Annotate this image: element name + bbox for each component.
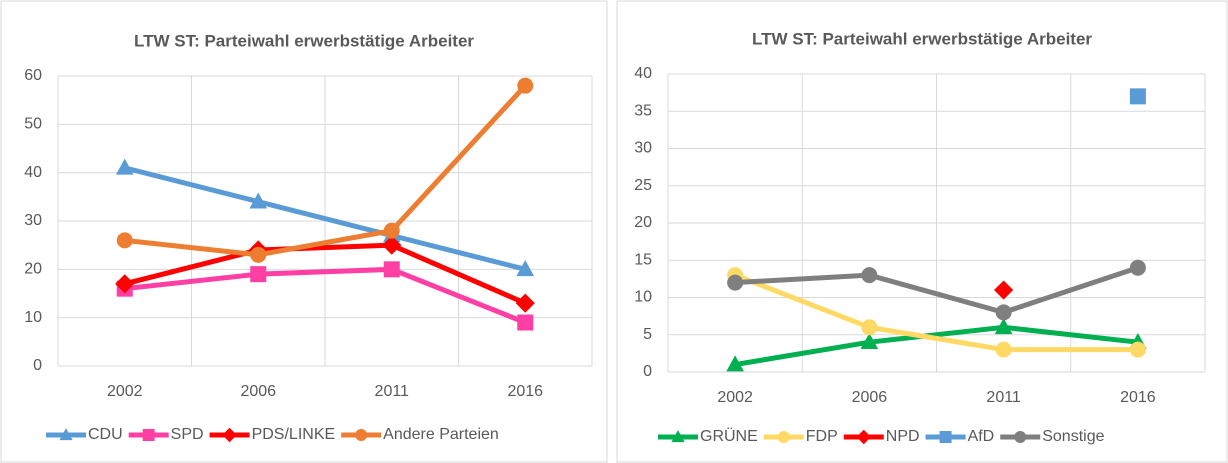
marker [1129,341,1146,358]
y-tick-label: 30 [24,212,42,229]
marker [383,261,400,278]
y-tick-label: 20 [24,261,42,278]
x-tick-label: 2011 [986,389,1021,406]
x-tick-label: 2011 [375,383,410,400]
legend-marker [1014,431,1027,443]
marker [250,266,267,283]
marker [383,222,400,239]
marker [116,232,133,249]
y-tick-label: 15 [634,251,652,268]
series-line [734,265,1139,315]
legend-marker [777,431,790,443]
marker [249,192,268,209]
marker [1129,259,1146,276]
legend-marker [856,429,871,445]
y-tick-label: 40 [24,164,42,181]
legend-marker [222,427,237,443]
marker [517,77,534,94]
y-tick-label: 60 [24,67,42,84]
legend-label: SPD [171,426,204,443]
y-tick-label: 0 [643,363,652,380]
legend-label: PDS/LINKE [252,426,336,443]
y-tick-label: 5 [643,326,652,343]
x-tick-label: 2006 [852,389,888,406]
marker [994,280,1014,300]
series-line [124,266,527,325]
series-line [734,324,1139,368]
marker [382,235,402,255]
legend-label: GRÜNE [700,427,758,445]
y-tick-label: 35 [634,102,652,119]
y-tick-label: 25 [634,177,652,194]
legend-label: NPD [886,428,920,445]
chart-title: LTW ST: Parteiwahl erwerbstätige Arbeite… [752,29,1092,48]
marker [995,304,1012,321]
y-tick-label: 50 [24,116,42,133]
marker [250,246,267,263]
series-line [124,83,528,258]
marker [516,260,535,277]
legend-label: Andere Parteien [383,426,499,443]
y-tick-label: 10 [24,309,42,326]
marker [994,318,1013,335]
x-tick-label: 2016 [1120,389,1156,406]
x-tick-label: 2002 [717,389,753,406]
marker [517,314,534,331]
marker [1129,88,1146,105]
y-tick-label: 30 [634,140,652,157]
legend-label: AfD [968,428,995,445]
series-line [124,242,527,306]
panel [0,0,608,463]
marker [515,293,535,313]
marker [115,158,134,175]
y-tick-label: 0 [33,357,42,374]
marker [726,355,744,372]
legend-label: FDP [806,428,838,445]
marker [727,274,744,291]
marker [995,341,1012,358]
marker [861,319,878,336]
y-tick-label: 10 [634,289,652,306]
legend-marker [142,429,155,441]
marker [115,274,135,294]
legend-label: CDU [88,426,123,443]
series-line [124,165,526,272]
legend-marker [671,430,685,443]
y-tick-label: 20 [634,214,652,231]
marker [860,333,879,349]
marker [861,267,878,284]
legend-marker [355,429,368,441]
x-tick-label: 2002 [107,383,143,400]
legend-marker [939,431,952,443]
y-tick-label: 40 [634,65,652,82]
panel [616,0,1228,463]
legend-marker [59,428,73,441]
x-tick-label: 2006 [240,383,276,400]
legend-label: Sonstige [1042,428,1104,445]
chart-title: LTW ST: Parteiwahl erwerbstätige Arbeite… [134,31,474,50]
x-tick-label: 2016 [507,383,543,400]
series-line [734,272,1138,353]
